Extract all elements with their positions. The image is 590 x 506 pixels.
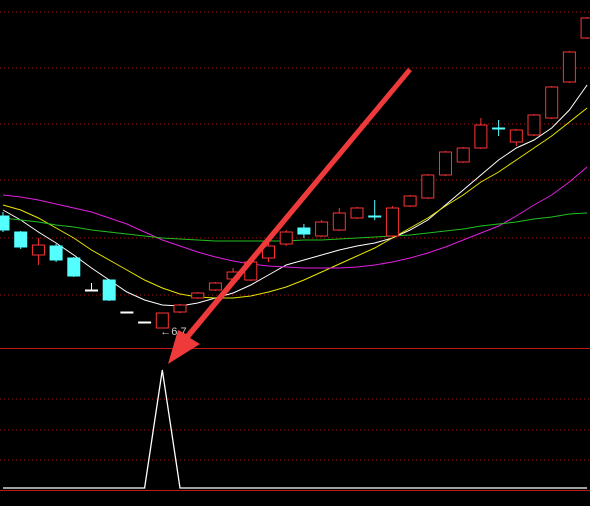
candle-body: [120, 311, 134, 314]
candle-body: [562, 51, 576, 83]
candle-body: [31, 244, 45, 256]
grid: [0, 11, 590, 491]
candle-body: [0, 215, 10, 231]
indicator-line: [3, 369, 588, 489]
candle-body: [492, 127, 506, 130]
candle-body: [85, 289, 98, 292]
candle-body: [385, 207, 399, 237]
candle-body: [350, 207, 364, 219]
candle-body: [262, 245, 275, 259]
plot-area: ←6.7: [0, 17, 590, 489]
candle-body: [315, 221, 329, 237]
candle-body: [403, 195, 417, 207]
candle-body: [138, 321, 152, 324]
candle-body: [474, 124, 488, 149]
candle-body: [421, 174, 435, 199]
candle-body: [527, 114, 541, 136]
arrow: [168, 68, 412, 364]
candle-body: [67, 257, 81, 277]
moving-average: [2, 212, 588, 242]
moving-average: [2, 166, 588, 269]
candle-body: [580, 17, 590, 39]
candle-body: [545, 86, 559, 119]
candle-body: [155, 312, 169, 329]
candle-body: [368, 215, 382, 218]
candle-body: [279, 231, 293, 245]
candle-body: [49, 245, 63, 261]
candle-body: [173, 304, 187, 313]
candle-body: [439, 151, 452, 176]
candle-body: [509, 129, 523, 143]
candle-body: [102, 279, 116, 301]
candle-body: [14, 231, 28, 248]
candle-body: [191, 292, 205, 299]
moving-average: [2, 107, 588, 299]
candle-body: [208, 282, 222, 291]
candle-body: [456, 147, 470, 163]
moving-average: [2, 84, 588, 307]
candle-body: [297, 227, 311, 235]
candle-body: [332, 212, 346, 231]
